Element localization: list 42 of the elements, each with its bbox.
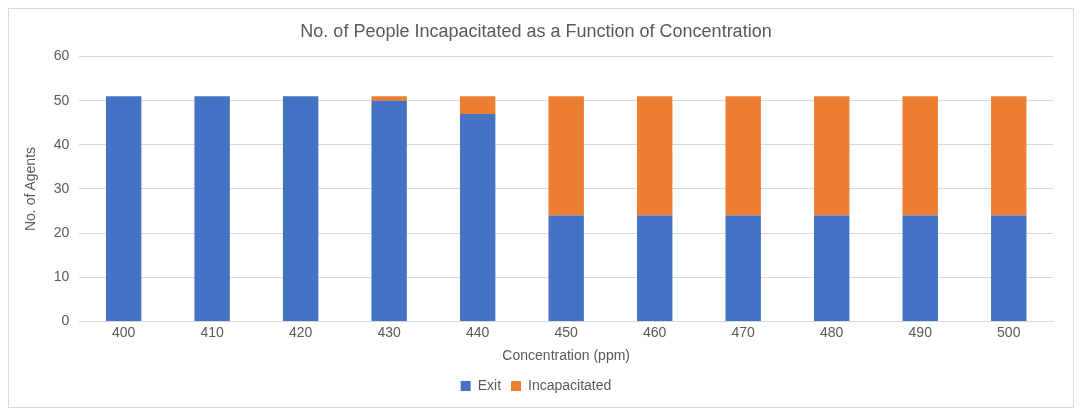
bar — [548, 215, 584, 321]
y-tick-label: 0 — [61, 312, 70, 329]
x-tick-label: 490 — [908, 323, 933, 340]
bar — [725, 96, 761, 216]
x-tick-label: 450 — [554, 323, 579, 340]
bar — [725, 215, 761, 321]
y-axis-title: No. of Agents — [22, 146, 39, 232]
bar — [282, 96, 319, 321]
x-tick-label: 400 — [111, 323, 136, 340]
legend-label: Exit — [477, 376, 502, 393]
bar — [637, 96, 673, 216]
x-axis-title: Concentration (ppm) — [502, 347, 630, 364]
x-tick-label: 420 — [288, 323, 313, 340]
bar — [459, 113, 496, 321]
x-tick-label: 470 — [731, 323, 756, 340]
bar — [548, 96, 584, 216]
x-tick-label: 440 — [465, 323, 490, 340]
y-tick-label: 50 — [53, 91, 70, 108]
bar — [991, 96, 1027, 216]
bar — [902, 96, 938, 216]
bar — [814, 215, 850, 321]
bar — [637, 215, 673, 321]
x-tick-label: 500 — [997, 323, 1021, 340]
y-tick-label: 10 — [53, 268, 70, 285]
bar — [991, 215, 1027, 321]
y-tick-label: 30 — [53, 179, 70, 196]
bar — [459, 96, 496, 114]
bar — [371, 100, 407, 321]
bar — [371, 96, 407, 101]
bar — [194, 96, 230, 321]
bar — [814, 96, 850, 216]
y-tick-label: 40 — [53, 135, 70, 152]
x-tick-label: 410 — [200, 323, 225, 340]
x-tick-label: 480 — [820, 323, 844, 340]
x-tick-label: 430 — [377, 323, 402, 340]
y-tick-label: 60 — [53, 47, 70, 64]
bar — [902, 215, 938, 321]
bar — [105, 96, 142, 321]
chart-title: No. of People Incapacitated as a Function of Concentration — [300, 20, 772, 41]
legend-label: Incapacitated — [528, 376, 612, 393]
y-tick-label: 20 — [53, 223, 70, 240]
x-tick-label: 460 — [643, 323, 667, 340]
